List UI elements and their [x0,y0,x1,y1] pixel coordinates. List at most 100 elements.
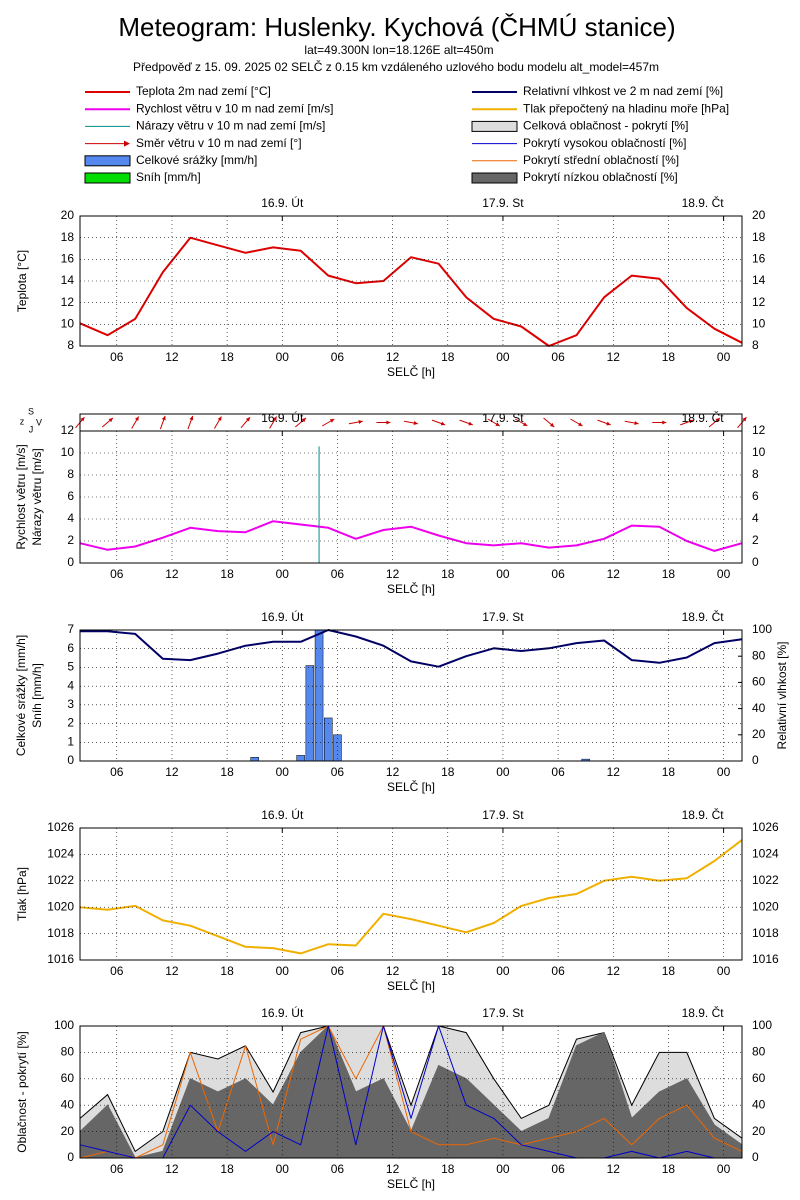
x-tick-label: 00 [496,1162,510,1176]
legend-label: Směr větru v 10 m nad zemí [°] [136,136,302,150]
compass-label: J [29,424,34,434]
y-tick-label: 2 [67,716,74,730]
y-tick-label: 3 [67,697,74,711]
line [79,236,743,347]
area-fill [80,1026,742,1158]
x-tick-label: 18 [441,1162,455,1176]
x-tick-label: 12 [386,765,400,779]
day-label: 16.9. Út [261,807,304,822]
y-axis-label: Oblačnost - pokrytí [%] [15,1031,29,1152]
y-tick-label: 8 [67,338,74,352]
plot-frame [79,215,743,347]
plot-frame [79,1025,743,1159]
legend-label: Celková oblačnost - pokrytí [%] [523,119,688,133]
wind-arrow [459,419,473,426]
legend-swatch [84,155,131,167]
y2-tick-label: 100 [752,622,772,636]
y-tick-label-right: 10 [752,445,766,459]
line [79,1025,742,1159]
day-label: 16.9. Út [261,609,304,624]
x-tick-label: 00 [276,350,290,364]
compass-label: z [20,416,25,426]
wind-arrow [652,420,667,425]
x-tick-label: 00 [496,350,510,364]
x-tick-label: 06 [110,1162,124,1176]
x-tick-label: 00 [276,567,290,581]
y-tick-label-right: 100 [752,1018,772,1032]
y-tick-label: 1026 [47,820,74,834]
y-tick-label-right: 2 [752,533,759,547]
y-tick-label-right: 1024 [752,847,779,861]
wind-arrow [515,418,528,427]
y-tick-label: 10 [61,317,75,331]
wind-arrow [294,417,307,428]
wind-arrow [159,415,166,430]
x-tick-label: 18 [220,1162,234,1176]
x-tick-label: 12 [386,567,400,581]
wind-arrow [348,420,363,425]
day-label: 18.9. Čt [682,410,725,425]
x-tick-label: 06 [110,567,124,581]
day-label: 16.9. Út [261,1005,304,1020]
x-tick-label: 12 [165,350,179,364]
y-tick-label-right: 40 [752,1097,766,1111]
arrow-head [634,421,639,425]
x-tick-label: 06 [110,350,124,364]
y-axis-label: Teplota [°C] [15,250,29,312]
y-tick-label-right: 12 [752,423,766,437]
x-tick-label: 18 [441,350,455,364]
y-tick-label: 12 [61,423,75,437]
wind-arrow [269,416,278,429]
y-axis-label: Rychlost větru [m/s] [14,444,28,549]
x-tick-label: 12 [165,567,179,581]
arrow-head [386,420,391,425]
x-tick-label: 18 [441,964,455,978]
y-tick-label-right: 1022 [752,873,779,887]
y-tick-label-right: 12 [752,295,766,309]
x-tick-label: 06 [331,964,345,978]
day-label: 18.9. Čt [682,195,725,210]
y-tick-label: 0 [67,1150,74,1164]
legend-swatch [471,172,518,184]
x-tick-label: 18 [441,567,455,581]
x-tick-label: 06 [331,567,345,581]
wind-arrow [213,416,222,429]
x-tick-label: 06 [551,567,565,581]
y-tick-label: 1022 [47,873,74,887]
x-tick-label: 18 [220,567,234,581]
y-tick-label: 18 [61,230,75,244]
arrow-head [134,416,139,421]
x-tick-label: 06 [331,350,345,364]
x-tick-label: 00 [496,765,510,779]
day-label: 18.9. Čt [682,807,725,822]
wind-arrow [431,419,446,426]
x-axis-label: SELČ [h] [387,779,435,794]
x-tick-label: 18 [662,964,676,978]
x-tick-label: 06 [331,765,345,779]
wind-arrow [487,418,501,427]
y-tick-label-right: 8 [752,467,759,481]
y-tick-label-right: 16 [752,252,766,266]
y-tick-label: 5 [67,660,74,674]
x-tick-label: 18 [662,765,676,779]
title: Meteogram: Huslenky. Kychová (ČHMÚ stani… [118,12,675,42]
y-tick-label-right: 6 [752,489,759,503]
y-tick-label-right: 10 [752,317,766,331]
arrow-head [522,422,528,426]
x-tick-label: 06 [551,964,565,978]
wind-arrow [597,419,611,426]
y-tick-label: 4 [67,511,74,525]
y-tick-label: 100 [54,1018,74,1032]
x-tick-label: 12 [607,765,621,779]
x-tick-label: 12 [386,964,400,978]
day-label: 17.9. St [482,610,524,624]
arrow-head [440,421,446,426]
x-axis-label: SELČ [h] [387,364,435,379]
day-label: 17.9. St [482,808,524,822]
bar [314,629,324,762]
legend-arrowhead [124,140,130,147]
y-tick-label-right: 60 [752,1071,766,1085]
x-tick-label: 18 [220,964,234,978]
y-tick-label: 6 [67,641,74,655]
y-tick-label: 14 [61,273,75,287]
